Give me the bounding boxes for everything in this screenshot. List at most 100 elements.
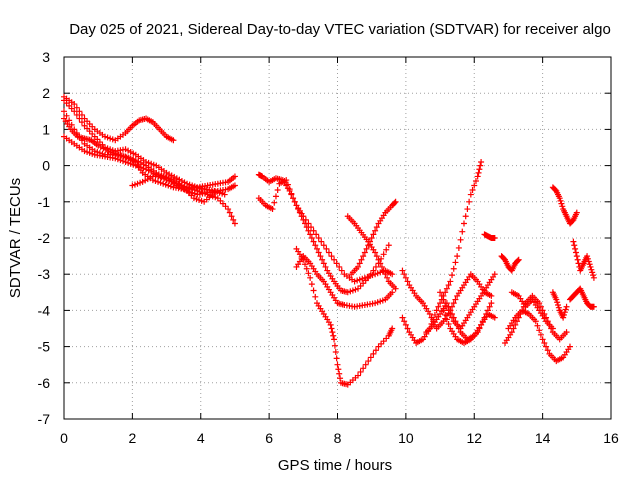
data-point [464,206,471,213]
series-arc-h [255,177,392,296]
data-point [365,274,372,281]
series-arc-y [570,238,597,281]
data-point [469,187,476,194]
data-point [513,318,520,325]
data-point [335,366,342,373]
data-point [466,198,473,205]
data-point [467,191,474,198]
data-point [365,358,372,365]
data-point [514,257,521,264]
y-tick-label: 1 [42,121,50,137]
data-point [71,101,78,108]
series-arc-e [61,115,228,198]
data-point [560,314,567,321]
data-point [312,242,319,249]
data-point [355,372,362,379]
data-point [380,251,387,258]
data-point [457,236,464,243]
data-point [474,173,481,180]
data-point [231,182,238,189]
data-point [228,213,235,220]
x-tick-label: 10 [398,430,414,446]
data-point [320,242,327,249]
data-point [375,256,382,263]
data-point [562,306,569,313]
data-point [71,108,78,115]
y-tick-label: -1 [38,194,51,210]
data-point [450,265,457,272]
data-point [385,242,392,249]
data-point [389,271,396,278]
data-point [570,238,577,245]
data-point [76,115,83,122]
data-point [435,303,442,310]
data-point [322,263,329,270]
data-point [221,191,228,198]
data-point [334,361,341,368]
data-point [486,303,493,310]
data-point [590,303,597,310]
data-point [484,307,491,314]
data-point [288,190,295,197]
data-point [561,309,568,316]
data-point [330,332,337,339]
series-arc-m [399,158,485,346]
data-point [312,293,319,300]
series-arc-s [498,253,522,274]
data-point [272,193,279,200]
data-point [476,166,483,173]
data-point [590,274,597,281]
data-point [372,249,379,256]
data-point [559,203,566,210]
data-point [536,300,543,307]
data-point [363,245,370,252]
data-point [226,209,233,216]
data-point [378,263,385,270]
data-point [284,181,291,188]
data-point [449,314,456,321]
data-point [481,314,488,321]
data-point [571,242,578,249]
data-point [585,258,592,265]
data-point [373,253,380,260]
data-point [384,274,391,281]
data-point [337,375,344,382]
y-tick-label: -5 [38,339,51,355]
series-arc-v [508,289,556,332]
data-point [402,321,409,328]
y-tick-label: 3 [42,49,50,65]
data-point [459,228,466,235]
series-arc-o [423,300,498,343]
series-arc-f [129,173,218,205]
data-point [356,260,363,267]
data-point [399,314,406,321]
data-point [367,354,374,361]
data-point [389,289,396,296]
data-point [66,117,73,124]
data-point [372,263,379,270]
data-point [367,271,374,278]
data-point [452,259,459,266]
data-point [230,216,237,223]
data-point [231,173,238,180]
data-point [389,325,396,332]
data-point [475,169,482,176]
data-point [555,301,562,308]
data-point [549,325,556,332]
data-point [428,314,435,321]
series-arc-j [293,245,396,388]
grid [64,57,611,419]
data-point [442,300,449,307]
data-point [555,304,562,311]
data-point [462,213,469,220]
data-point [563,329,570,336]
data-point [305,270,312,277]
data-point [572,245,579,252]
data-point [315,235,322,241]
data-point [61,108,67,115]
data-point [491,271,498,278]
data-point [78,111,85,118]
y-axis-label: SDTVAR / TECUs [7,178,24,298]
data-point [472,177,479,184]
